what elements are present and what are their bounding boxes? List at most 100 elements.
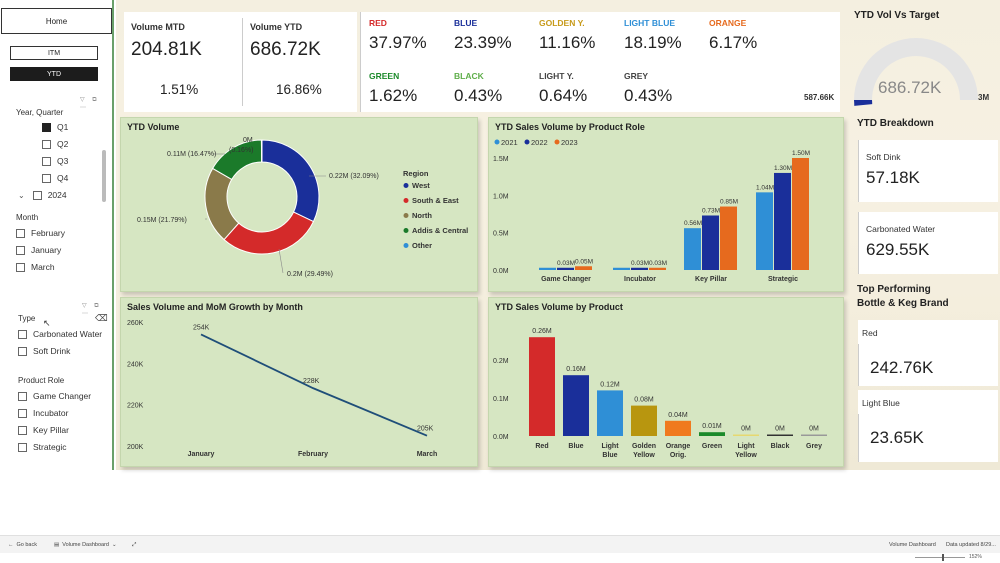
- mom-line-chart[interactable]: 200K 220K 240K 260K 254K January 228K February 2…: [121, 298, 477, 466]
- home-button[interactable]: Home: [1, 8, 112, 34]
- product-x-tick: Black: [771, 443, 790, 450]
- black-share-value: 0.43%: [454, 86, 503, 105]
- checkbox-label: Q4: [57, 173, 69, 183]
- donut-chart[interactable]: 0.22M (32.09%) 0.2M (29.49%) 0.15M (21.79%…: [121, 118, 477, 291]
- product-role-title: YTD Sales Volume by Product Role: [495, 122, 645, 132]
- top-brand-first-card: Red 242.76K: [858, 320, 998, 386]
- legend-marker: [554, 139, 560, 145]
- role-y-tick: 1.0M: [493, 193, 509, 200]
- checkbox-icon: [42, 173, 51, 183]
- top-brand-second-label: Light Blue: [862, 398, 900, 408]
- expand-icon[interactable]: ⤢: [132, 542, 137, 548]
- product-bar: [563, 375, 589, 436]
- role-legend-item: 2021: [501, 138, 518, 147]
- line-x-tick: February: [298, 451, 328, 458]
- role-game-changer-checkbox[interactable]: Game Changer: [18, 391, 91, 401]
- donut-leader-line: [278, 248, 284, 274]
- quarter-q4-checkbox[interactable]: Q4: [42, 173, 68, 183]
- line-data-label: 205K: [417, 426, 434, 433]
- go-back-button[interactable]: ← Go back: [8, 542, 37, 548]
- donut-data-label: 0.2M (29.49%): [287, 271, 333, 278]
- type-soft-drink-checkbox[interactable]: Soft Drink: [18, 346, 70, 356]
- filter-sidebar: Home ITM YTD ▽ ⧉ ⋯ Year, Quarter Q1 Q2 Q…: [0, 0, 114, 470]
- product-volume-panel: YTD Sales Volume by Product 0.0M 0.1M 0.2M…: [488, 297, 844, 467]
- quarter-q3-checkbox[interactable]: Q3: [42, 156, 68, 166]
- year-2024-checkbox[interactable]: ⌄ 2024: [18, 190, 67, 200]
- role-bar-label: 0.05M: [575, 258, 593, 265]
- zoom-slider[interactable]: [915, 557, 965, 558]
- role-legend-item: 2023: [561, 138, 578, 147]
- top-brand-first-label: Red: [862, 328, 878, 338]
- role-bar: [649, 267, 666, 270]
- line-data-label: 228K: [303, 378, 320, 385]
- blue-share-label: BLUE: [454, 18, 478, 28]
- slicer-scrollbar[interactable]: [102, 150, 106, 202]
- product-bar-label: 0.08M: [634, 397, 654, 404]
- role-bar-label: 0.56M: [684, 220, 702, 227]
- slicer-tools-icon[interactable]: ▽ ⧉ ⋯: [82, 303, 102, 317]
- role-incubator-checkbox[interactable]: Incubator: [18, 408, 68, 418]
- product-y-tick: 0.2M: [493, 358, 509, 365]
- ytd-toggle-button[interactable]: YTD: [10, 67, 98, 81]
- carbonated-water-card: Carbonated Water 629.55K: [858, 212, 998, 274]
- checkbox-icon: [18, 425, 27, 435]
- product-bar-chart[interactable]: 0.0M 0.1M 0.2M 0.26M Red 0.16M Blue 0.12M Light B…: [489, 298, 843, 466]
- checkbox-icon: [42, 156, 51, 166]
- role-y-tick: 1.5M: [493, 156, 509, 163]
- type-carbonated-checkbox[interactable]: Carbonated Water: [18, 329, 102, 339]
- role-bar-label: 0.03M: [631, 260, 649, 267]
- product-bar-label: 0.16M: [566, 366, 586, 373]
- role-bar: [557, 267, 574, 270]
- checkbox-label: Key Pillar: [33, 425, 69, 435]
- legend-marker: [524, 139, 530, 145]
- zoom-slider-thumb[interactable]: [942, 554, 944, 561]
- product-bar-label: 0M: [809, 426, 819, 433]
- chevron-down-icon[interactable]: ⌄: [18, 190, 25, 200]
- quarter-q1-checkbox[interactable]: Q1: [42, 122, 68, 132]
- product-bar-label: 0.26M: [532, 328, 552, 335]
- role-legend-item: 2022: [531, 138, 548, 147]
- quarter-q2-checkbox[interactable]: Q2: [42, 139, 68, 149]
- eraser-icon[interactable]: ⌫: [95, 313, 108, 323]
- light-yellow-share-label: LIGHT Y.: [539, 71, 574, 81]
- itm-toggle-button[interactable]: ITM: [10, 46, 98, 60]
- green-share-label: GREEN: [369, 71, 400, 81]
- donut-data-label: (0.16%): [229, 147, 254, 154]
- month-january-checkbox[interactable]: January: [16, 245, 61, 255]
- top-performing-title-line2: Bottle & Keg Brand: [857, 298, 949, 309]
- page-selector[interactable]: ▤ Volume Dashboard ⌄: [54, 542, 117, 548]
- checkbox-label: 2024: [47, 190, 67, 200]
- volume-mtd-growth: 1.51%: [160, 82, 199, 97]
- legend-marker: [403, 228, 409, 233]
- volume-kpi-card: Volume MTD 204.81K 1.51% Volume YTD 686.…: [124, 12, 357, 112]
- top-brand-first-value: 242.76K: [870, 358, 934, 377]
- checkbox-label: January: [31, 245, 62, 255]
- donut-legend-title: Region: [403, 169, 429, 178]
- month-march-checkbox[interactable]: March: [16, 262, 55, 272]
- grey-share-label: GREY: [624, 71, 649, 81]
- line-series: [200, 333, 428, 437]
- role-bar: [720, 206, 737, 270]
- role-x-tick: Key Pillar: [695, 276, 727, 283]
- gauge-min-label: 587.66K: [804, 93, 835, 102]
- kpi-divider: [360, 12, 361, 112]
- soft-drink-value: 57.18K: [866, 168, 920, 187]
- vol-target-gauge-card: YTD Vol Vs Target 686.72K 587.66K 3M: [804, 6, 998, 110]
- data-updated-label: Data updated 8/29...: [946, 542, 996, 548]
- year-quarter-slicer-title: Year, Quarter: [16, 108, 64, 117]
- product-x-tick: Orange: [666, 443, 691, 450]
- gauge-value-label: 686.72K: [878, 78, 942, 97]
- role-bar: [684, 228, 701, 270]
- donut-slice-west: [261, 139, 320, 223]
- product-bar: [665, 420, 691, 436]
- role-strategic-checkbox[interactable]: Strategic: [18, 442, 67, 452]
- donut-data-label: 0.22M (32.09%): [329, 173, 379, 180]
- role-bar: [631, 267, 648, 270]
- month-february-checkbox[interactable]: February: [16, 228, 65, 238]
- kpi-divider: [242, 18, 243, 106]
- checkbox-icon: [16, 262, 25, 272]
- slicer-tools-icon[interactable]: ▽ ⧉ ⋯: [80, 97, 100, 111]
- volume-ytd-growth: 16.86%: [276, 82, 322, 97]
- role-key-pillar-checkbox[interactable]: Key Pillar: [18, 425, 69, 435]
